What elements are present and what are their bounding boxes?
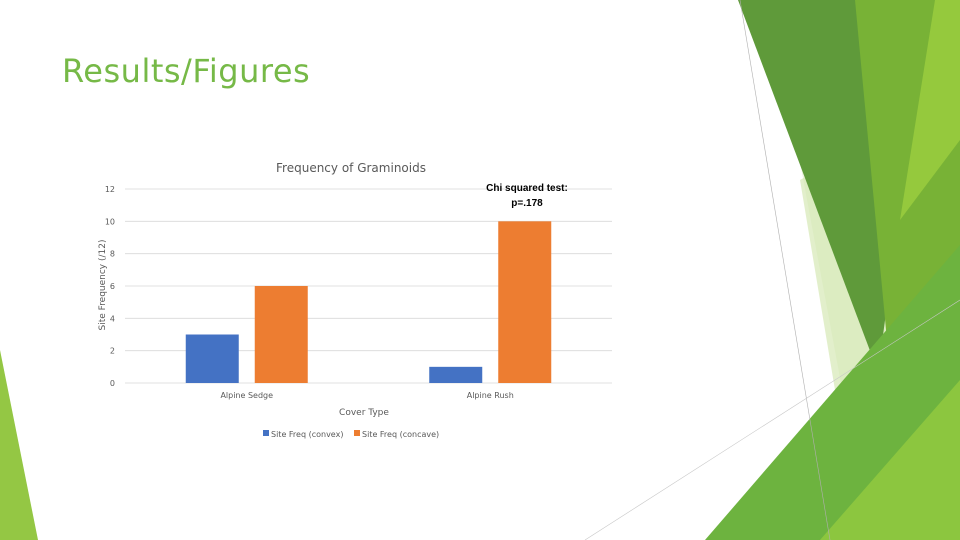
x-tick-label: Alpine Rush: [467, 391, 514, 400]
deco-shape-left-edge: [0, 350, 38, 540]
x-axis-title: Cover Type: [339, 408, 389, 418]
legend: Site Freq (convex) Site Freq (concave): [263, 430, 439, 439]
legend-label: Site Freq (concave): [362, 430, 439, 439]
bar-concave-0: [254, 286, 308, 383]
y-tick-label: 2: [110, 347, 115, 356]
y-tick-label: 4: [110, 314, 115, 323]
x-tick-label: Alpine Sedge: [220, 391, 273, 400]
bars: [185, 221, 552, 383]
bar-concave-1: [498, 221, 552, 383]
legend-label: Site Freq (convex): [271, 430, 343, 439]
y-axis-title: Site Frequency (/12): [98, 239, 108, 330]
legend-swatch: [263, 430, 269, 436]
legend-swatch: [354, 430, 360, 436]
chi-squared-annotation-line1: Chi squared test:: [486, 183, 568, 194]
deco-line: [739, 0, 831, 540]
y-tick-label: 6: [110, 282, 115, 291]
y-tick-label: 12: [105, 185, 115, 194]
y-tick-label: 8: [110, 250, 115, 259]
slide-title: Results/Figures: [62, 52, 311, 90]
bar-convex-1: [429, 366, 483, 383]
deco-shape-bright: [900, 0, 960, 220]
deco-shape-bottom-right: [820, 380, 960, 540]
chart-title: Frequency of Graminoids: [276, 161, 426, 175]
deco-line: [584, 299, 960, 540]
y-tick-label: 10: [105, 217, 115, 226]
y-tick-label: 0: [110, 379, 115, 388]
deco-shape-dark: [738, 0, 900, 372]
chi-squared-annotation-line2: p=.178: [511, 198, 543, 209]
x-axis-ticks: Alpine Sedge Alpine Rush: [220, 391, 513, 400]
y-axis-ticks: 0 2 4 6 8 10 12: [105, 185, 115, 388]
bar-convex-0: [185, 334, 239, 383]
